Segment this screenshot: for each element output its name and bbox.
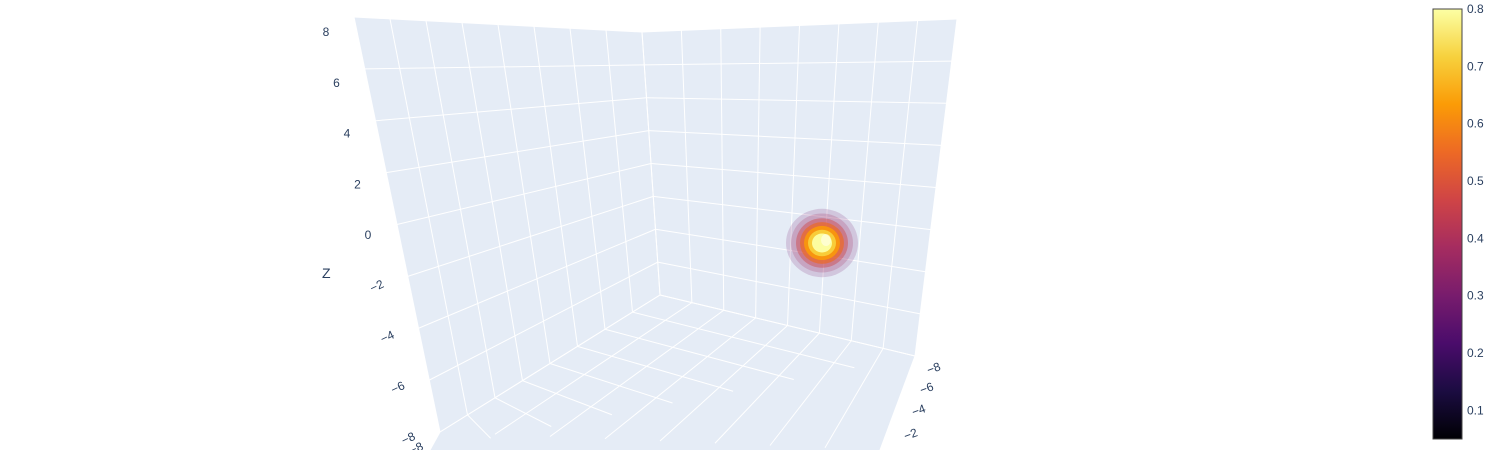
- grid-line: [494, 302, 693, 435]
- grid-line: [850, 22, 879, 341]
- grid-line: [577, 345, 734, 392]
- colorbar[interactable]: [1432, 8, 1463, 440]
- grid-line: [769, 340, 852, 446]
- isosurface-highlight: [821, 234, 831, 246]
- grid-line: [818, 23, 840, 334]
- volume-isosurfaces: [786, 208, 858, 278]
- z-axis-title: Z: [322, 265, 331, 281]
- grid-line: [653, 195, 931, 231]
- grid-line: [655, 228, 926, 273]
- colorbar-tick-label: 0.2: [1467, 346, 1484, 360]
- colorbar-tick-label: 0.4: [1467, 231, 1484, 245]
- colorbar-tick-label: 0.8: [1467, 2, 1484, 16]
- x-tick-label: −8: [407, 439, 426, 450]
- y-tick-label: −4: [910, 401, 928, 419]
- grid-line: [549, 309, 725, 437]
- y-tick-label: −2: [902, 425, 920, 443]
- z-tick-label: 0: [365, 228, 372, 242]
- grid-line: [604, 317, 756, 440]
- grid-line: [549, 363, 673, 404]
- back-wall-left: [354, 17, 660, 432]
- colorbar-tick-label: 0.6: [1467, 117, 1484, 131]
- grid-line: [604, 328, 794, 380]
- z-tick-label: −2: [368, 277, 387, 296]
- y-tick-label: −8: [925, 359, 943, 377]
- z-tick-label: 6: [333, 76, 340, 90]
- scene-grid: [353, 16, 958, 450]
- floor-wall: [430, 295, 915, 450]
- grid-line: [657, 261, 921, 315]
- colorbar-tick-label: 0.1: [1467, 403, 1484, 417]
- z-tick-label: −4: [378, 328, 397, 347]
- z-tick-label: 4: [344, 127, 351, 141]
- grid-line: [533, 26, 578, 347]
- grid-line: [522, 380, 613, 416]
- grid-line: [714, 332, 820, 444]
- grid-line: [879, 355, 916, 450]
- z-tick-label: −6: [389, 378, 408, 397]
- grid-line: [882, 20, 919, 349]
- colorbar-ticks: 0.1 0.2 0.3 0.4 0.5 0.6 0.7 0.8: [1467, 2, 1484, 417]
- grid-line: [605, 30, 633, 313]
- z-tick-label: −8: [399, 429, 418, 448]
- grid-line: [407, 195, 654, 277]
- grid-line: [824, 348, 884, 449]
- grid-line: [467, 414, 491, 439]
- grid-line: [418, 228, 656, 329]
- grid-line: [494, 397, 552, 427]
- colorbar-tick-label: 0.5: [1467, 174, 1484, 188]
- grid-line: [632, 311, 855, 369]
- grid-line: [914, 18, 958, 357]
- grid-line: [429, 431, 441, 450]
- grid-line: [659, 325, 788, 442]
- z-tick-label: 2: [354, 177, 361, 191]
- grid-line: [396, 163, 652, 225]
- grid-line: [650, 163, 937, 188]
- colorbar-tick-label: 0.7: [1467, 59, 1484, 73]
- colorbar-tick-label: 0.3: [1467, 289, 1484, 303]
- y-tick-label: −6: [918, 379, 936, 397]
- z-tick-label: 8: [323, 25, 330, 39]
- grid-line: [429, 261, 658, 381]
- grid-line: [569, 28, 606, 330]
- back-wall-right: [642, 19, 957, 356]
